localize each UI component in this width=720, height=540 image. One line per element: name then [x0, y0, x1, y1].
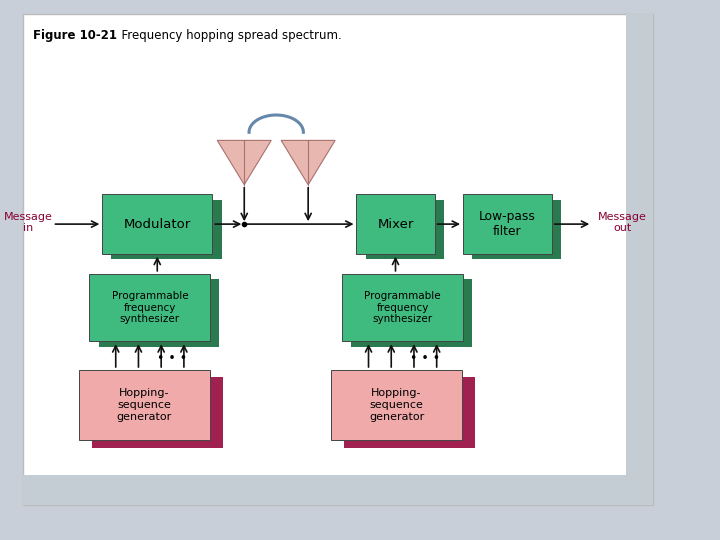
FancyBboxPatch shape [23, 475, 653, 505]
Text: • • •: • • • [158, 352, 188, 365]
FancyBboxPatch shape [351, 279, 472, 347]
FancyBboxPatch shape [463, 194, 552, 254]
Text: Hopping-
sequence
generator: Hopping- sequence generator [117, 388, 172, 422]
FancyBboxPatch shape [99, 279, 220, 347]
FancyBboxPatch shape [356, 194, 435, 254]
Text: Message
in: Message in [4, 212, 53, 233]
Text: Figure 10-21: Figure 10-21 [33, 29, 117, 42]
FancyBboxPatch shape [91, 377, 223, 448]
Polygon shape [282, 140, 335, 185]
FancyBboxPatch shape [23, 14, 653, 505]
FancyBboxPatch shape [112, 200, 222, 259]
FancyBboxPatch shape [102, 194, 212, 254]
FancyBboxPatch shape [331, 370, 462, 440]
Text: • • •: • • • [410, 352, 441, 365]
FancyBboxPatch shape [472, 200, 561, 259]
Text: Programmable
frequency
synthesizer: Programmable frequency synthesizer [364, 291, 441, 324]
Text: Programmable
frequency
synthesizer: Programmable frequency synthesizer [112, 291, 188, 324]
FancyBboxPatch shape [344, 377, 475, 448]
FancyBboxPatch shape [342, 274, 463, 341]
Text: Hopping-
sequence
generator: Hopping- sequence generator [369, 388, 424, 422]
FancyBboxPatch shape [626, 14, 653, 505]
FancyBboxPatch shape [366, 200, 444, 259]
FancyBboxPatch shape [78, 370, 210, 440]
Text: Message
out: Message out [598, 212, 647, 233]
Text: Frequency hopping spread spectrum.: Frequency hopping spread spectrum. [114, 29, 342, 42]
Polygon shape [217, 140, 271, 185]
Text: Modulator: Modulator [124, 218, 191, 231]
Text: Low-pass
filter: Low-pass filter [479, 210, 536, 238]
Text: Mixer: Mixer [377, 218, 414, 231]
FancyBboxPatch shape [89, 274, 210, 341]
